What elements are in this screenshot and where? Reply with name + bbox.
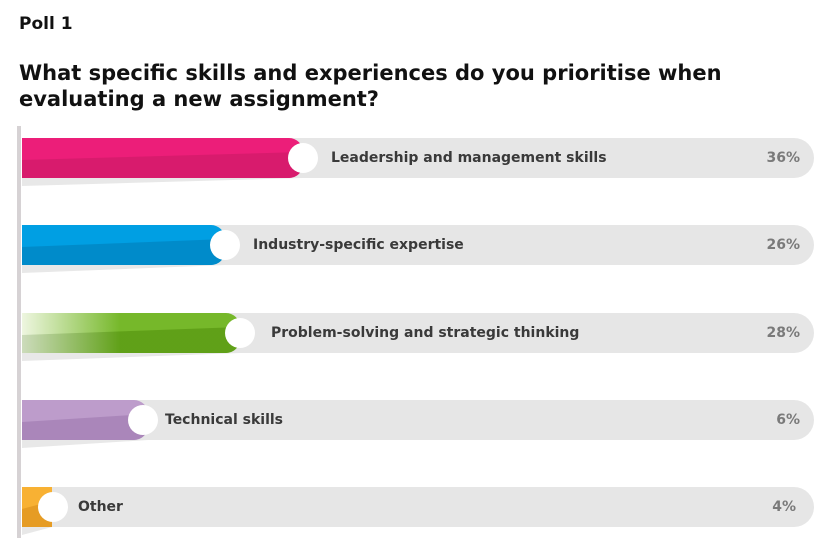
result-label: Leadership and management skills: [331, 150, 607, 166]
poll-label: Poll 1: [19, 14, 73, 34]
result-label: Technical skills: [165, 412, 284, 428]
result-bar-knob: [225, 318, 255, 348]
chart-axis-line: [17, 126, 21, 538]
result-bar-knob: [288, 143, 318, 173]
result-row-leadership: Leadership and management skills 36%: [22, 138, 814, 186]
result-percent: 28%: [766, 325, 800, 341]
result-track: [22, 487, 814, 527]
result-bar: [22, 400, 148, 440]
result-percent: 6%: [776, 412, 800, 428]
poll-question: What specific skills and experiences do …: [19, 61, 722, 111]
result-label: Other: [78, 499, 123, 515]
result-label: Industry-specific expertise: [253, 237, 464, 253]
result-row-other: Other 4%: [22, 487, 814, 535]
result-bar: [22, 138, 303, 178]
result-bar-knob: [210, 230, 240, 260]
result-bar-knob: [128, 405, 158, 435]
result-bar: [22, 225, 225, 265]
result-percent: 36%: [766, 150, 800, 166]
result-percent: 26%: [766, 237, 800, 253]
result-percent: 4%: [772, 499, 796, 515]
result-row-technical: Technical skills 6%: [22, 400, 814, 448]
result-label: Problem-solving and strategic thinking: [271, 325, 580, 341]
result-bar-knob: [38, 492, 68, 522]
result-row-problem-solving: Problem-solving and strategic thinking 2…: [22, 313, 814, 361]
result-bar: [22, 313, 240, 353]
result-row-industry: Industry-specific expertise 26%: [22, 225, 814, 273]
